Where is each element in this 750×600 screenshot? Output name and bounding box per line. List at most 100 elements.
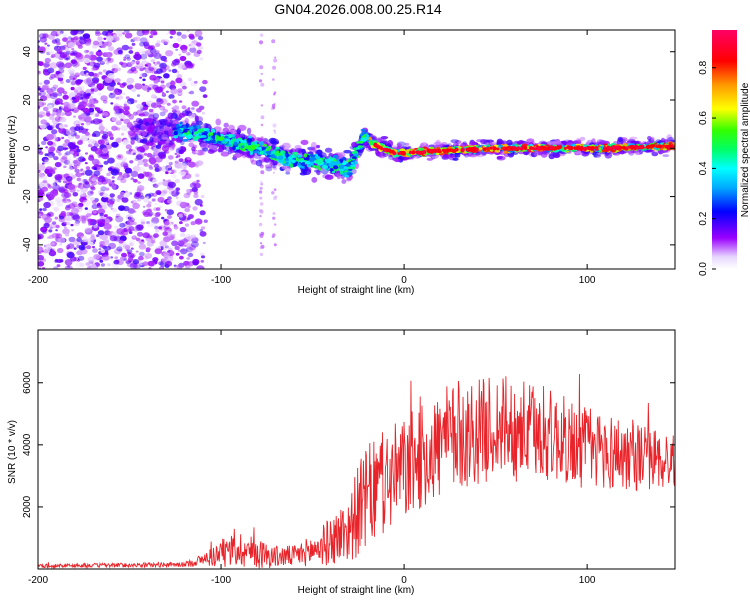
- spectrogram-noise-blob: [154, 167, 160, 172]
- spectrogram-peak-dot: [509, 146, 514, 150]
- spectrogram-noise-blob: [52, 167, 57, 171]
- spectrogram-noise-blob: [109, 200, 115, 205]
- spectrogram-ridge-blob: [344, 174, 350, 178]
- spectrogram-noise-blob: [75, 261, 84, 268]
- spectrogram-noise-blob: [184, 223, 190, 227]
- spectrogram-streak-dot: [260, 72, 263, 76]
- spectrogram-noise-blob: [80, 185, 84, 189]
- spectrogram-noise-blob: [132, 54, 139, 59]
- spectrogram-ridge-blob: [360, 128, 367, 132]
- spectrogram-ridge-blob: [275, 150, 280, 154]
- spectrogram-ridge-blob: [253, 141, 258, 145]
- spectrogram-streak-dot: [258, 79, 263, 83]
- spectrogram-halo-blob: [618, 151, 627, 155]
- spectrogram-noise-blob: [87, 221, 92, 225]
- spectrogram-noise-blob: [108, 133, 114, 138]
- spectrogram-peak-dot: [523, 146, 528, 150]
- spectrogram-noise-blob: [154, 202, 158, 206]
- spectrogram-halo-blob: [151, 133, 157, 138]
- spectrogram-streak-dot: [259, 214, 262, 218]
- spectrogram-ridge-blob: [275, 146, 280, 150]
- spectrogram-peak-dot: [575, 146, 579, 150]
- spectrogram-ridge-blob: [266, 154, 271, 158]
- spectrogram-noise-blob: [73, 247, 77, 250]
- spectrogram-halo-blob: [255, 159, 263, 167]
- spectrogram-noise-blob: [75, 134, 80, 139]
- spectrogram-noise-blob: [165, 260, 173, 267]
- spectrogram-noise-blob: [39, 197, 44, 201]
- spectrogram-noise-blob: [156, 68, 164, 74]
- spectrogram-ridge-blob: [350, 163, 356, 167]
- spectrogram-streak-dot: [259, 234, 264, 238]
- spectrogram-noise-blob: [40, 119, 48, 125]
- spectrogram-noise-blob: [180, 232, 186, 238]
- spectrogram-noise-blob: [159, 107, 163, 110]
- spectrogram-noise-blob: [114, 256, 118, 260]
- spectrogram-peak-dot: [469, 147, 475, 152]
- spectrogram-noise-blob: [114, 162, 123, 169]
- spectrogram-noise-blob: [48, 229, 53, 233]
- spectrogram-halo-blob: [155, 144, 162, 149]
- spectrogram-noise-blob: [85, 245, 92, 250]
- spectrogram-noise-blob: [92, 118, 101, 125]
- spectrogram-noise-blob: [56, 48, 62, 53]
- spectrogram-noise-blob: [67, 162, 73, 166]
- spectrogram-x-tick-label: -100: [211, 275, 231, 286]
- spectrogram-noise-blob: [136, 30, 145, 37]
- spectrogram-noise-blob: [65, 233, 70, 237]
- spectrogram-noise-blob: [191, 187, 198, 193]
- spectrogram-noise-blob: [67, 265, 71, 268]
- spectrogram-noise-blob: [103, 214, 108, 218]
- spectrogram-noise-blob: [105, 51, 113, 58]
- spectrogram-noise-blob: [84, 162, 88, 165]
- spectrogram-noise-blob: [184, 157, 192, 163]
- spectrogram-noise-blob: [42, 38, 47, 42]
- spectrogram-noise-blob: [51, 129, 58, 135]
- spectrogram-peak-dot: [445, 148, 450, 153]
- spectrogram-halo-blob: [341, 179, 347, 184]
- spectrogram-ridge-blob: [248, 135, 252, 139]
- spectrogram-noise-blob: [67, 42, 75, 48]
- spectrogram-halo-blob: [133, 111, 138, 116]
- spectrogram-noise-blob: [111, 141, 119, 148]
- spectrogram-halo-blob: [130, 137, 137, 141]
- spectrogram-noise-blob: [72, 192, 79, 197]
- spectrogram-noise-blob: [43, 68, 48, 73]
- spectrogram-noise-blob: [92, 130, 101, 138]
- spectrogram-noise-blob: [131, 42, 136, 46]
- spectrogram-noise-blob: [188, 91, 191, 94]
- spectrogram-noise-blob: [69, 53, 74, 56]
- spectrogram-noise-blob: [182, 85, 187, 90]
- spectrogram-noise-blob: [188, 142, 195, 148]
- spectrogram-noise-blob: [178, 149, 185, 155]
- spectrogram-noise-blob: [117, 137, 122, 141]
- spectrogram-noise-blob: [38, 254, 44, 261]
- spectrogram-noise-blob: [105, 245, 112, 251]
- spectrogram-ridge-blob: [232, 145, 236, 151]
- spectrogram-noise-blob: [135, 192, 142, 197]
- spectrogram-x-ticks: -200 -100 0 100: [28, 30, 596, 286]
- spectrogram-streak-dot: [260, 170, 265, 175]
- spectrogram-noise-blob: [185, 243, 192, 248]
- spectrogram-noise-blob: [106, 35, 114, 42]
- spectrogram-noise-blob: [38, 261, 45, 267]
- spectrogram-peak-dot: [635, 145, 639, 150]
- spectrogram-noise-blob: [184, 207, 191, 213]
- spectrogram-noise-blob: [83, 78, 92, 85]
- spectrogram-noise-blob: [78, 202, 84, 208]
- spectrogram-noise-blob: [47, 151, 55, 158]
- spectrogram-noise-blob: [45, 61, 49, 65]
- spectrogram-noise-blob: [121, 44, 130, 51]
- spectrogram-noise-blob: [54, 138, 58, 142]
- spectrogram-noise-blob: [79, 169, 83, 172]
- spectrogram-halo-blob: [200, 142, 209, 150]
- spectrogram-noise-blob: [131, 253, 136, 257]
- spectrogram-noise-blob: [146, 152, 153, 158]
- spectrogram-y-label: Frequency (Hz): [7, 116, 18, 185]
- spectrogram-noise-blob: [175, 77, 183, 84]
- spectrogram-noise-blob: [63, 221, 67, 224]
- spectrogram-noise-blob: [179, 221, 183, 225]
- spectrogram-noise-blob: [176, 37, 183, 42]
- spectrogram-noise-blob: [129, 160, 134, 164]
